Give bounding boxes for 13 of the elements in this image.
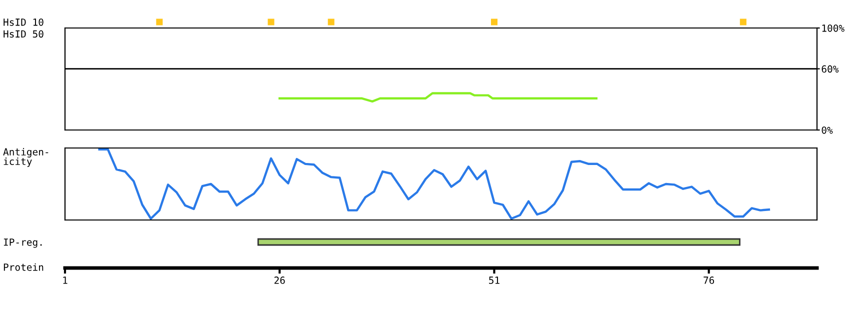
y-tick-label: IP-reg. [4,238,42,248]
y-tick-label: HsID 10 [4,18,44,26]
y-tick-label: 0% [822,126,833,134]
y-axis-title: Antigen- icity [3,148,48,167]
x-tick-label: 51 [489,276,500,284]
x-tick-label: 76 [704,276,714,284]
y-tick-label: 60% [822,65,839,73]
x-tick-label: 26 [274,276,285,284]
y-tick-label: 100% [822,24,844,32]
x-axis-title: Protein [4,263,44,271]
x-tick-label: 1 [63,276,68,284]
y-axis-title: HsID 50 [4,30,44,38]
line-series [278,92,598,103]
